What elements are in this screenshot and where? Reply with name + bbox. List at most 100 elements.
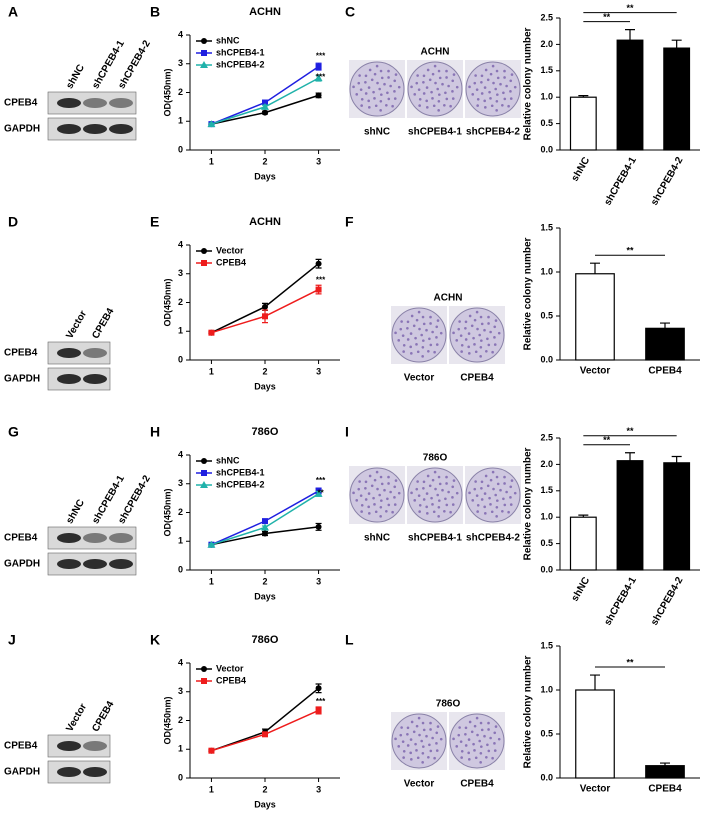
colony-dot [422, 92, 426, 95]
y-tick-label: 1.0 [540, 92, 553, 102]
colony-dot [473, 724, 477, 728]
colony-dot [486, 484, 490, 488]
colony-label: shNC [364, 127, 390, 138]
colony-dot [471, 93, 475, 96]
colony-dot [364, 498, 368, 501]
point [314, 489, 323, 497]
colony-dot [413, 499, 417, 502]
colony-dot [493, 336, 496, 339]
colony-dot [489, 330, 492, 334]
lane-label: Vector [64, 702, 89, 734]
colony-dot [480, 486, 483, 490]
colony-dot [490, 104, 494, 108]
y-tick-label: 1.5 [540, 485, 553, 495]
significance: *** [316, 51, 326, 60]
colony-dot [509, 496, 512, 499]
colony-dot [491, 470, 495, 474]
colony-dot [360, 510, 363, 513]
colony-dot [417, 494, 421, 497]
colony-dot [452, 331, 455, 335]
blot-band [57, 98, 81, 108]
legend-label: shCPEB4-2 [216, 479, 265, 489]
panel-letter: H [150, 424, 160, 440]
colony-dot [394, 331, 397, 335]
colony-label: CPEB4 [460, 779, 494, 790]
error-bar [660, 322, 670, 329]
x-tick-label: shCPEB4-2 [649, 155, 686, 208]
colony-dot [495, 99, 499, 103]
colony-dot [428, 337, 431, 341]
bar [645, 327, 685, 361]
point [315, 685, 322, 692]
point [208, 747, 215, 754]
blot-band [57, 124, 81, 134]
colony-dot [376, 487, 379, 491]
colony-dot [489, 736, 492, 740]
colony-well [407, 467, 463, 523]
colony-dot [433, 756, 436, 760]
x-tick-label: shCPEB4-1 [602, 575, 639, 628]
legend-label: shNC [216, 35, 240, 45]
colony-dot [459, 740, 463, 743]
colony-dot [418, 510, 421, 513]
colony-dot [387, 76, 390, 79]
colony-dot [452, 73, 456, 76]
colony-dot [464, 320, 468, 324]
colony-dot [471, 499, 475, 502]
colony-dot [374, 104, 378, 108]
colony-dot [433, 64, 437, 68]
point [207, 120, 216, 128]
colony-dot [439, 331, 443, 335]
colony-dot [509, 503, 513, 506]
colony-dot [416, 74, 419, 77]
y-tick-label: 3 [178, 478, 183, 488]
point [261, 523, 269, 531]
colony-dot [375, 64, 379, 68]
colony-dot [432, 510, 436, 514]
colony-dot [479, 751, 483, 755]
colony-dot [464, 726, 468, 730]
colony-dot [373, 478, 377, 482]
panel-letter: D [8, 214, 18, 230]
colony-dot [480, 728, 484, 732]
significance: *** [316, 72, 326, 81]
colony-dot [431, 736, 434, 740]
colony-dot [397, 491, 401, 495]
colony-dot [416, 480, 419, 483]
colony-dot [510, 73, 514, 76]
colony-dot [483, 505, 486, 509]
colony-dot [497, 331, 501, 335]
colony-dot [449, 510, 452, 514]
colony-dot [493, 749, 497, 752]
colony-dot [452, 737, 455, 741]
colony-dot [474, 480, 477, 483]
colony-label: CPEB4 [460, 373, 494, 384]
colony-dot [439, 737, 443, 741]
significance: *** [316, 697, 326, 706]
y-tick-label: 1.0 [540, 266, 553, 276]
colony-dot [383, 82, 386, 86]
point [315, 92, 322, 99]
colony-dot [478, 333, 481, 337]
colony-dot [495, 515, 498, 518]
colony-dot [492, 81, 495, 85]
colony-dot [420, 739, 423, 743]
colony-title: ACHN [434, 293, 463, 304]
point [314, 74, 323, 82]
colony-dot [480, 74, 484, 78]
colony-dot [415, 318, 419, 322]
colony-dot [364, 480, 368, 484]
colony-well [465, 61, 521, 117]
colony-dot [451, 79, 455, 83]
colony-dot [489, 478, 493, 482]
blot-row-label: CPEB4 [4, 98, 38, 109]
colony-dot [464, 338, 468, 341]
colony-dot [386, 497, 389, 501]
colony-dot [483, 734, 486, 738]
y-tick-label: 0.0 [540, 564, 553, 574]
panel-letter: K [150, 632, 160, 648]
colony-dot [487, 728, 490, 731]
colony-dot [410, 352, 413, 355]
colony-dot [436, 493, 439, 497]
